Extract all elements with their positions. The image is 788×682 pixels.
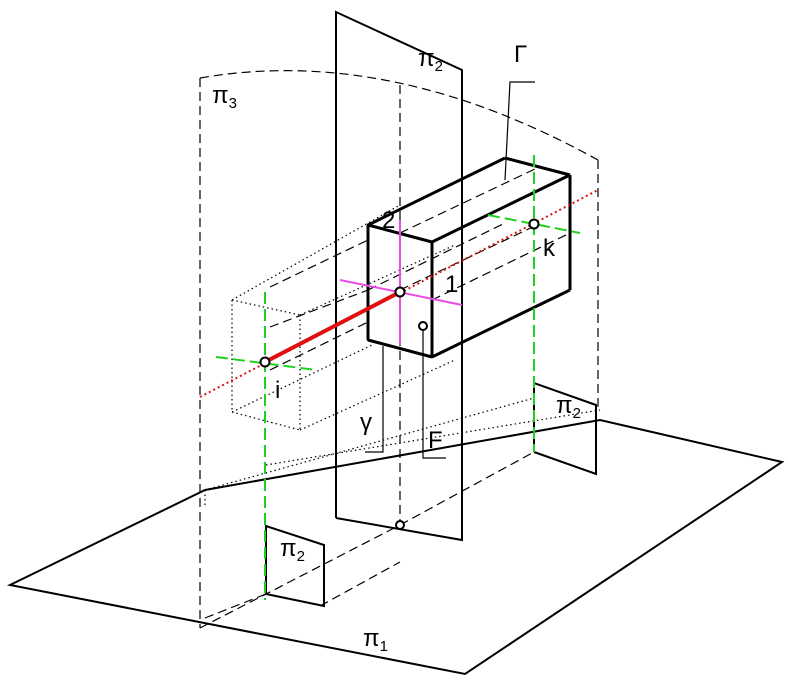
label-1: 1	[445, 271, 458, 298]
green-projection-lines	[215, 155, 581, 600]
label-gamma-upper: Γ	[514, 41, 527, 68]
point-F	[418, 321, 428, 331]
points	[259, 218, 540, 530]
label-pi3: π3	[212, 82, 237, 112]
point-k	[528, 218, 540, 230]
label-gamma-lower: γ	[360, 409, 372, 436]
point-1	[394, 286, 406, 298]
pi1-hidden-lines	[199, 451, 535, 629]
label-2: 2	[382, 207, 395, 234]
point-pi1-trace	[395, 520, 405, 530]
axis-line	[199, 189, 599, 398]
plane-pi1	[6, 418, 785, 676]
plane-pi3	[199, 70, 599, 628]
plane-pi2-vertical	[335, 10, 463, 542]
label-pi2-top: π2	[418, 45, 443, 75]
label-pi2-right: π2	[556, 392, 581, 422]
label-k: k	[543, 235, 556, 262]
leader-lines	[365, 81, 535, 459]
label-pi2-left: π2	[280, 535, 305, 565]
label-i: i	[275, 377, 280, 404]
label-pi1: π1	[363, 625, 388, 655]
pi2-flag-right	[533, 381, 597, 476]
point-i	[259, 356, 271, 368]
label-F: F	[428, 427, 443, 454]
prism-box	[269, 156, 572, 371]
dotted-projection-lines	[204, 204, 601, 505]
